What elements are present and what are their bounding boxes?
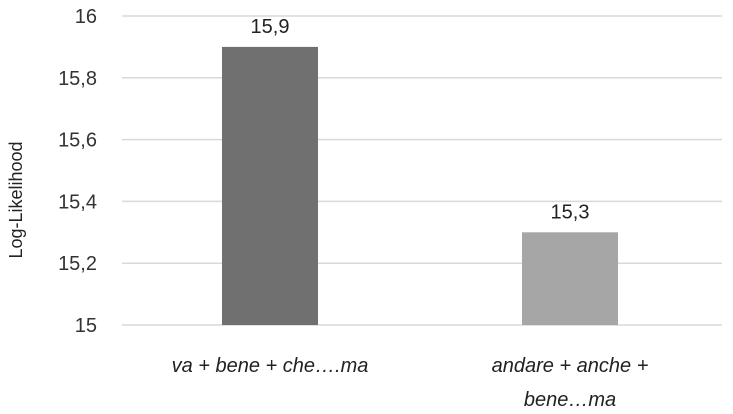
x-axis-category-labels: va + bene + che….ma andare + anche + bene…… bbox=[172, 355, 649, 411]
x-category-label: va + bene + che….ma bbox=[172, 355, 369, 377]
bar bbox=[522, 232, 618, 325]
x-category-label: andare + anche + bene…ma bbox=[492, 355, 649, 411]
y-axis-label: Log-Likelihood bbox=[6, 141, 26, 258]
y-tick-label: 15,8 bbox=[58, 68, 97, 90]
y-axis-ticks: 15 15,2 15,4 15,6 15,8 16 bbox=[58, 6, 97, 337]
y-tick-label: 16 bbox=[75, 6, 97, 28]
gridlines bbox=[122, 15, 722, 326]
y-tick-label: 15,2 bbox=[58, 253, 97, 275]
data-label: 15,9 bbox=[251, 16, 290, 38]
y-tick-label: 15,6 bbox=[58, 130, 97, 152]
bar bbox=[222, 46, 318, 326]
data-labels: 15,9 15,3 bbox=[251, 16, 590, 223]
data-label: 15,3 bbox=[551, 201, 590, 223]
y-tick-label: 15 bbox=[75, 315, 97, 337]
y-tick-label: 15,4 bbox=[58, 191, 97, 213]
bars bbox=[222, 46, 618, 326]
